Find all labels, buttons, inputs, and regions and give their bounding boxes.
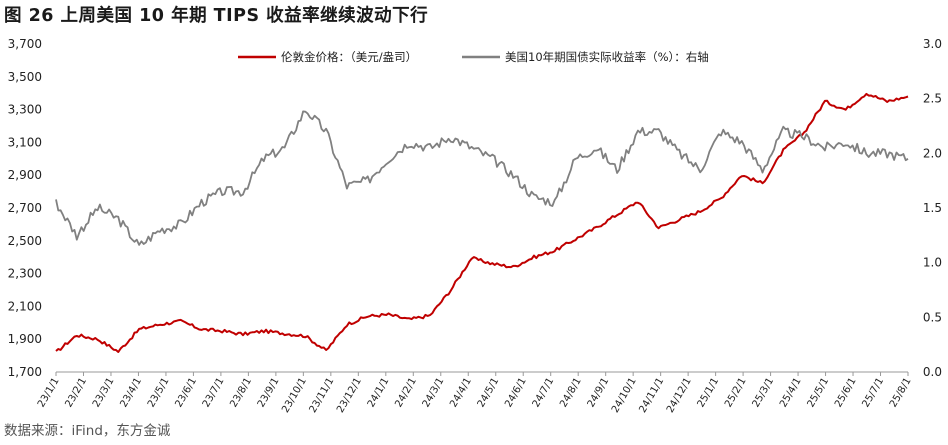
x-tick-label: 24/6/1 xyxy=(503,376,529,409)
x-tick-label: 24/7/1 xyxy=(531,376,557,409)
x-tick-label: 23/8/1 xyxy=(228,376,254,409)
y-left-tick-label: 2,300 xyxy=(8,267,42,281)
series-line-real-yield xyxy=(55,110,909,246)
figure-title: 图 26 上周美国 10 年期 TIPS 收益率继续波动下行 xyxy=(4,6,429,26)
y-right-tick-label: 1.5 xyxy=(923,201,942,215)
x-tick-label: 23/7/1 xyxy=(201,376,227,409)
x-tick-label: 23/11/1 xyxy=(308,376,337,415)
x-tick-label: 23/1/1 xyxy=(36,376,62,409)
x-tick-label: 24/12/1 xyxy=(665,376,694,415)
y-left-tick-label: 1,700 xyxy=(8,365,42,379)
x-tick-label: 23/3/1 xyxy=(91,376,117,409)
legend-real-yield-label: 美国10年期国债实际收益率（%）：右轴 xyxy=(505,50,709,64)
series-line-gold-price xyxy=(55,92,909,353)
x-tick-label: 25/1/1 xyxy=(696,376,722,409)
x-tick-label: 24/11/1 xyxy=(637,376,666,415)
x-tick-label: 25/8/1 xyxy=(888,376,914,409)
y-left-tick-label: 2,700 xyxy=(8,201,42,215)
x-tick-label: 23/5/1 xyxy=(146,376,172,409)
x-tick-label: 24/8/1 xyxy=(558,376,584,409)
chart: 1,700 1,900 2,100 2,300 2,500 2,700 2,900 3,100… xyxy=(8,37,942,415)
x-tick-label: 23/4/1 xyxy=(118,376,144,409)
x-tick-label: 23/9/1 xyxy=(256,376,282,409)
y-left-tick-label: 2,900 xyxy=(8,168,42,182)
source-note: 数据来源：iFind，东方金诚 xyxy=(4,423,171,439)
x-tick-label: 25/4/1 xyxy=(778,376,804,409)
y-left-tick-label: 3,700 xyxy=(8,37,42,51)
x-tick-label: 23/6/1 xyxy=(173,376,199,409)
y-left-tick-label: 3,500 xyxy=(8,70,42,84)
x-tick-label: 24/5/1 xyxy=(476,376,502,409)
y-right-tick-label: 0.0 xyxy=(923,365,942,379)
x-tick-label: 24/2/1 xyxy=(393,376,419,409)
axes: 1,700 1,900 2,100 2,300 2,500 2,700 2,900 3,100… xyxy=(8,37,942,415)
y-right-tick-label: 2.0 xyxy=(923,146,942,160)
x-tick-label: 25/5/1 xyxy=(806,376,832,409)
y-left-tick-label: 2,100 xyxy=(8,299,42,313)
x-tick-label: 24/4/1 xyxy=(448,376,474,409)
y-left-tick-label: 1,900 xyxy=(8,332,42,346)
y-left-tick-label: 3,100 xyxy=(8,135,42,149)
x-tick-label: 23/12/1 xyxy=(335,376,364,415)
x-tick-label: 24/1/1 xyxy=(366,376,392,409)
x-tick-label: 24/9/1 xyxy=(586,376,612,409)
y-right-tick-label: 2.5 xyxy=(923,92,942,106)
x-tick-label: 25/6/1 xyxy=(833,376,859,409)
series-lines xyxy=(55,92,909,353)
x-tick-label: 25/7/1 xyxy=(860,376,886,409)
x-tick-label: 23/10/1 xyxy=(280,376,309,415)
y-left-tick-label: 3,300 xyxy=(8,103,42,117)
y-left-tick-label: 2,500 xyxy=(8,234,42,248)
legend-gold-price-label: 伦敦金价格：（美元/盎司） xyxy=(281,50,417,64)
legend: 伦敦金价格：（美元/盎司） 美国10年期国债实际收益率（%）：右轴 xyxy=(238,50,709,64)
x-tick-label: 23/2/1 xyxy=(63,376,89,409)
x-tick-label: 25/3/1 xyxy=(751,376,777,409)
x-tick-label: 24/3/1 xyxy=(421,376,447,409)
x-tick-label: 25/2/1 xyxy=(723,376,749,409)
y-right-tick-label: 1.0 xyxy=(923,256,942,270)
y-right-tick-label: 0.5 xyxy=(923,310,942,324)
x-tick-label: 24/10/1 xyxy=(610,376,639,415)
y-right-tick-label: 3.0 xyxy=(923,37,942,51)
